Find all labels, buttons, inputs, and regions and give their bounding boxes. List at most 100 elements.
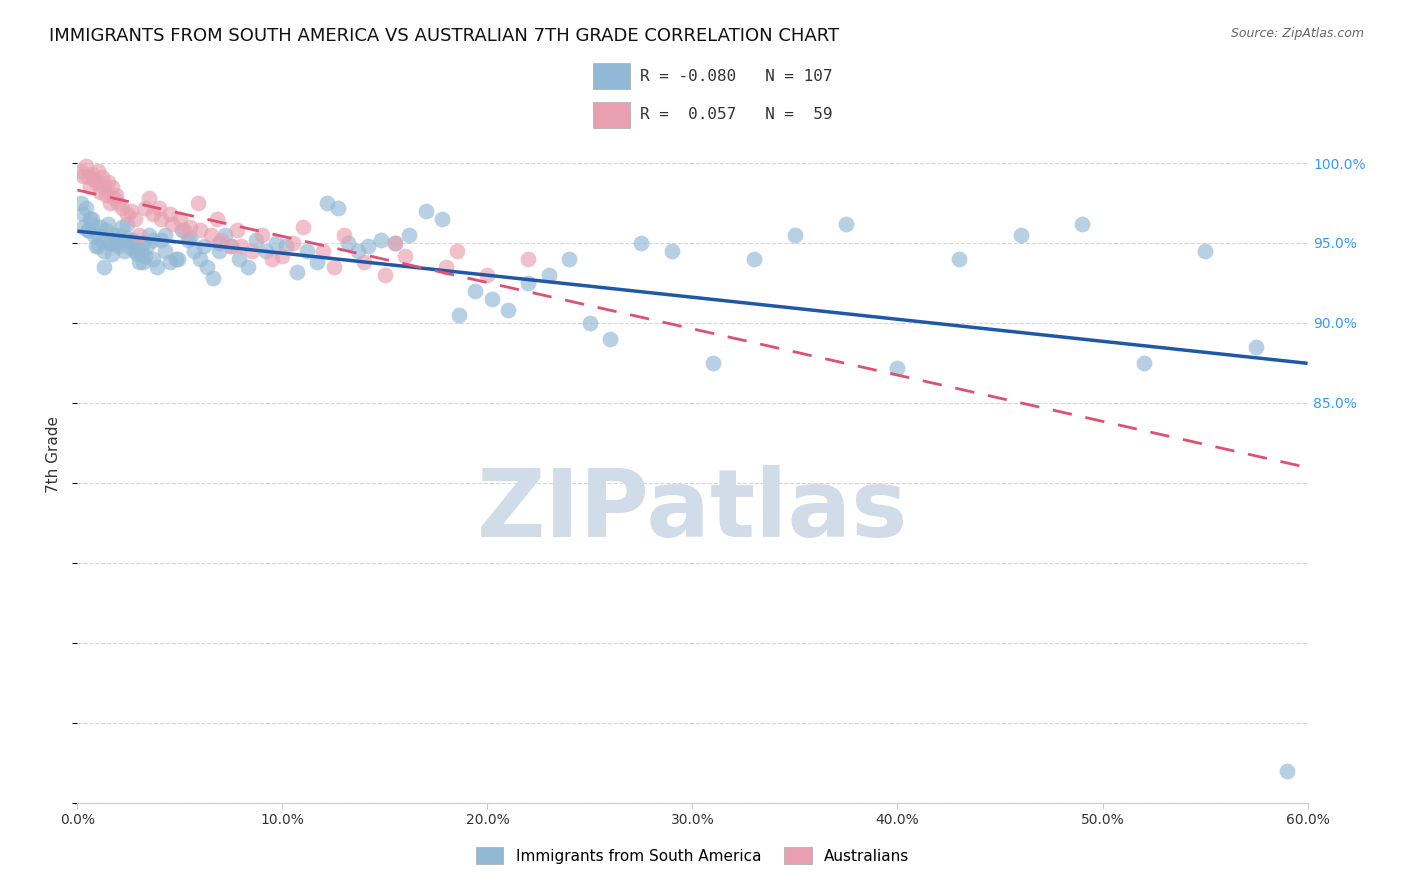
Point xyxy=(83,172,105,186)
Point xyxy=(90,235,114,249)
Point xyxy=(97,175,120,189)
Point xyxy=(107,196,129,211)
Point xyxy=(115,217,138,231)
Point xyxy=(138,191,160,205)
Point xyxy=(107,227,129,242)
Point xyxy=(179,219,201,234)
Point xyxy=(94,188,117,202)
Point xyxy=(87,227,110,242)
Point xyxy=(201,271,224,285)
Point xyxy=(579,316,602,330)
Point xyxy=(205,212,228,227)
Point xyxy=(436,260,458,274)
Point xyxy=(173,223,195,237)
Point xyxy=(1246,340,1268,354)
Point xyxy=(120,204,142,219)
Point xyxy=(111,219,134,234)
Point xyxy=(120,241,142,255)
Point xyxy=(1071,217,1094,231)
Point xyxy=(101,247,124,261)
Point xyxy=(93,244,115,258)
Point xyxy=(105,235,128,250)
Point xyxy=(446,244,468,258)
Point xyxy=(702,356,724,370)
Point xyxy=(136,239,159,253)
Point xyxy=(115,231,138,245)
Text: R =  0.057   N =  59: R = 0.057 N = 59 xyxy=(640,107,832,122)
Point xyxy=(79,212,101,227)
Point xyxy=(783,227,806,242)
Point xyxy=(101,180,124,194)
Point xyxy=(195,260,218,274)
Point xyxy=(117,235,139,249)
Point xyxy=(75,201,97,215)
Point xyxy=(353,255,375,269)
Point xyxy=(103,191,125,205)
Point xyxy=(84,239,107,253)
Point xyxy=(447,308,470,322)
Point xyxy=(138,227,160,242)
Point xyxy=(105,188,128,202)
Point xyxy=(481,292,503,306)
Point xyxy=(79,180,101,194)
Point xyxy=(432,212,454,227)
Point xyxy=(83,227,105,242)
Point xyxy=(124,244,146,258)
Point xyxy=(357,239,380,253)
Point xyxy=(517,252,540,266)
Point xyxy=(226,223,249,237)
Point xyxy=(150,233,173,247)
Point xyxy=(835,217,858,231)
Point xyxy=(84,175,107,189)
Point xyxy=(76,223,98,237)
Point xyxy=(281,235,304,250)
Point xyxy=(72,207,94,221)
Point xyxy=(742,252,765,266)
Point xyxy=(271,249,294,263)
Point xyxy=(188,252,212,266)
Point xyxy=(97,217,120,231)
Point xyxy=(1132,356,1154,370)
Point xyxy=(142,233,165,247)
Point xyxy=(886,360,908,375)
Legend: Immigrants from South America, Australians: Immigrants from South America, Australia… xyxy=(468,839,917,871)
Point xyxy=(76,223,98,237)
Point xyxy=(148,201,170,215)
Point xyxy=(121,233,143,247)
Point xyxy=(98,235,121,250)
Point xyxy=(89,219,111,234)
Point xyxy=(240,244,263,258)
Point xyxy=(80,167,103,181)
Text: Source: ZipAtlas.com: Source: ZipAtlas.com xyxy=(1230,27,1364,40)
Point xyxy=(187,196,209,211)
Point xyxy=(90,170,114,185)
Point xyxy=(93,180,115,194)
Point xyxy=(307,255,329,269)
Point xyxy=(200,227,222,242)
Point xyxy=(370,233,392,247)
Point xyxy=(333,227,356,242)
Point xyxy=(630,235,652,250)
Point xyxy=(94,223,117,237)
Point xyxy=(236,260,259,274)
Point xyxy=(209,233,232,247)
Point xyxy=(250,227,273,242)
Point xyxy=(316,196,339,211)
Point xyxy=(70,196,93,211)
Point xyxy=(254,244,277,258)
Point xyxy=(134,249,156,263)
Point xyxy=(347,244,370,258)
Point xyxy=(326,201,349,215)
Point xyxy=(114,244,136,258)
Point xyxy=(115,207,138,221)
Point xyxy=(208,235,231,250)
Point xyxy=(111,201,134,215)
Y-axis label: 7th Grade: 7th Grade xyxy=(46,417,62,493)
Point xyxy=(87,164,110,178)
Point xyxy=(264,235,287,250)
Point xyxy=(188,223,212,237)
Point xyxy=(245,233,267,247)
Point xyxy=(477,268,499,282)
Point xyxy=(312,244,335,258)
Point xyxy=(1275,764,1298,778)
